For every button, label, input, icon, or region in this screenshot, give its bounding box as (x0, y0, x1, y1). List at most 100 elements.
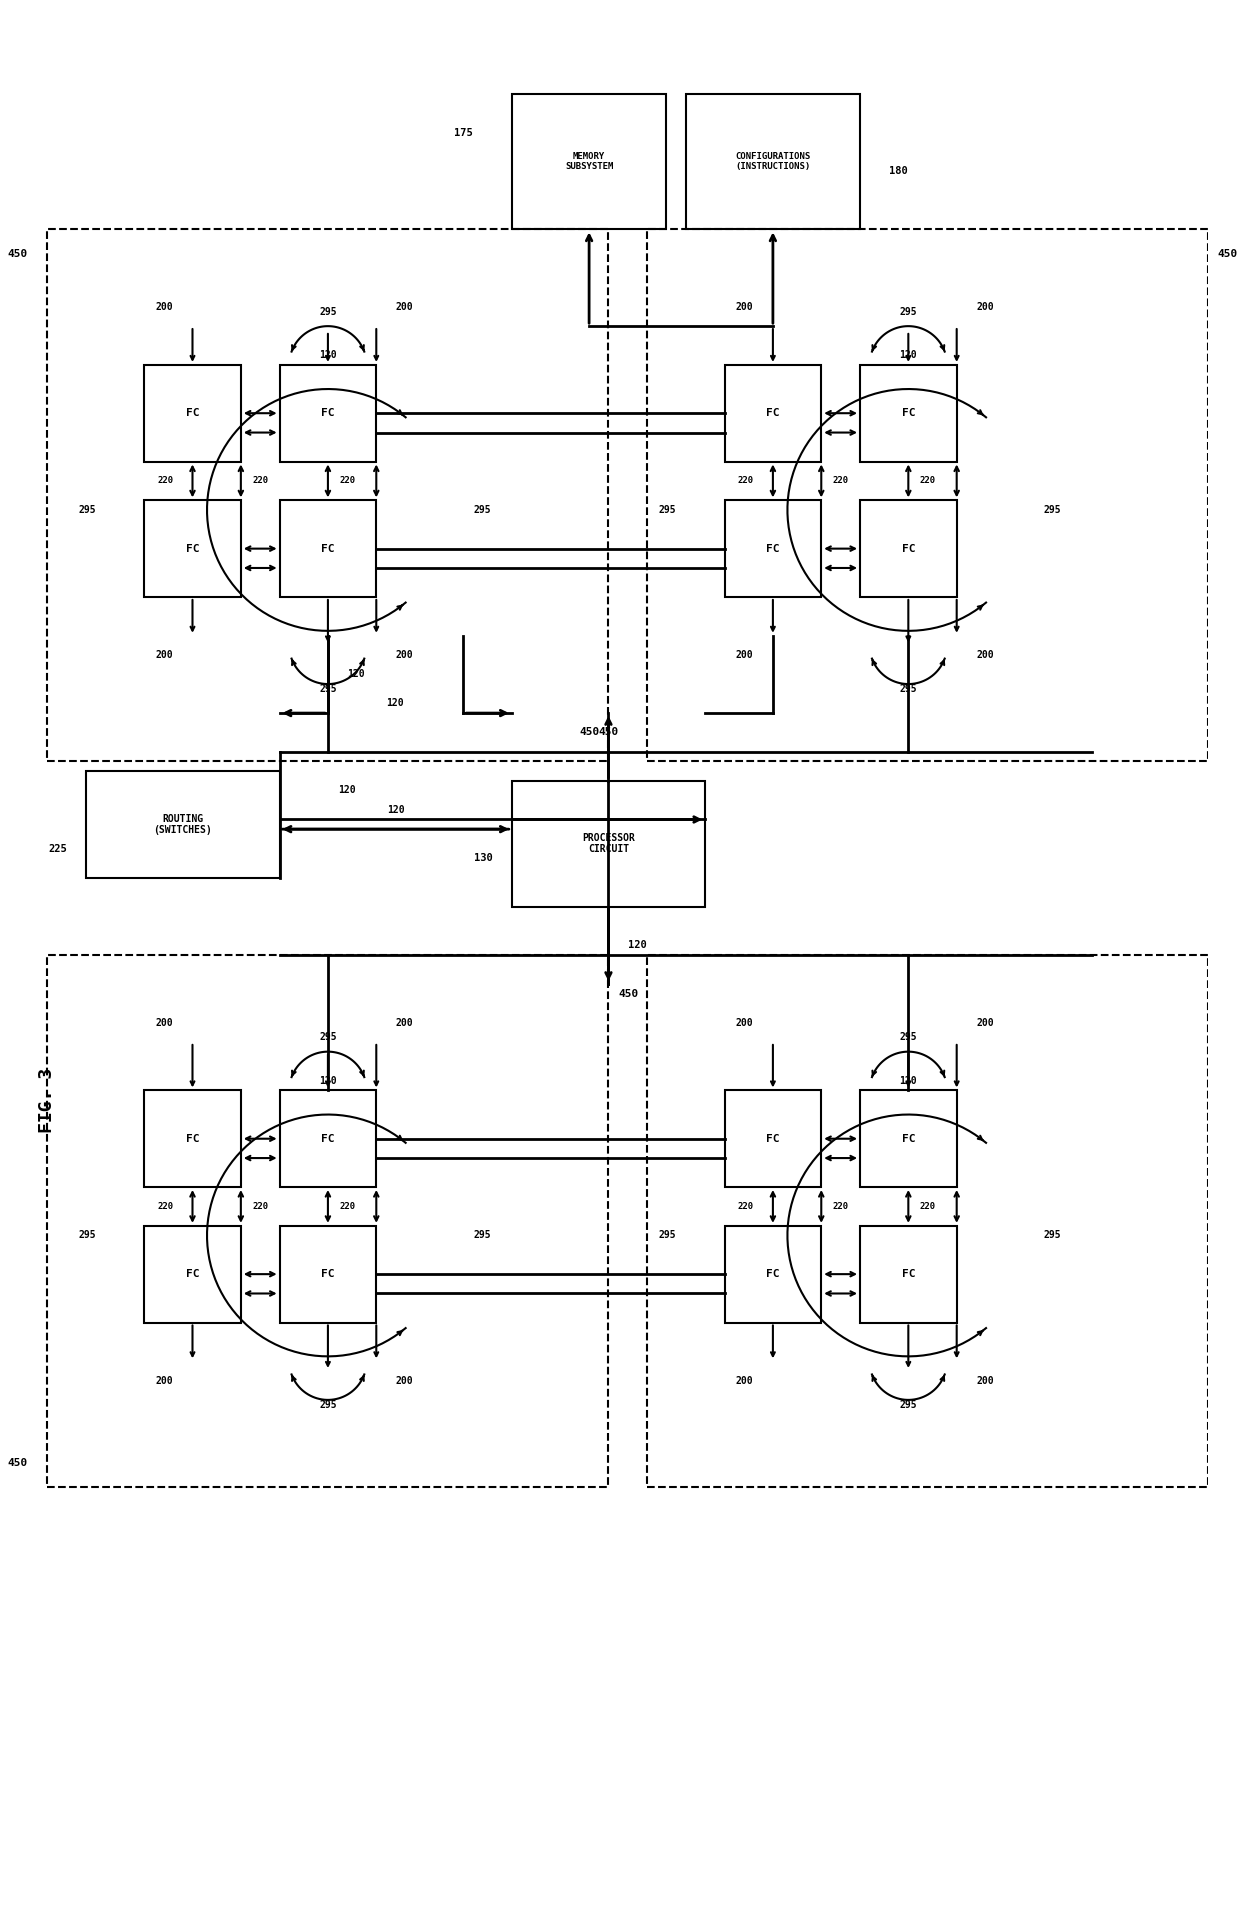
Text: 450: 450 (7, 1457, 29, 1467)
Text: 180: 180 (889, 166, 908, 177)
Text: 220: 220 (832, 476, 848, 486)
Text: 295: 295 (78, 1231, 95, 1240)
Text: 200: 200 (976, 301, 993, 312)
Text: FC: FC (766, 543, 780, 554)
Text: FIG. 3: FIG. 3 (37, 1067, 56, 1133)
Text: FC: FC (901, 1269, 915, 1278)
Bar (724, 1090, 821, 1187)
Text: 220: 220 (252, 476, 268, 486)
Text: 295: 295 (1044, 1231, 1061, 1240)
Text: FC: FC (766, 1269, 780, 1278)
Text: FC: FC (321, 543, 335, 554)
Bar (724, 501, 821, 596)
Bar (724, 366, 821, 461)
Text: 120: 120 (319, 351, 337, 360)
Text: 450: 450 (1218, 250, 1238, 259)
Bar (144, 1225, 241, 1322)
Text: FC: FC (901, 1133, 915, 1143)
Text: 295: 295 (899, 1400, 918, 1410)
Text: 120: 120 (387, 804, 404, 815)
Bar (861, 366, 957, 461)
Text: 175: 175 (454, 128, 472, 137)
Text: 220: 220 (738, 1202, 754, 1212)
Text: 120: 120 (339, 785, 356, 796)
Text: 295: 295 (472, 1231, 491, 1240)
Bar (861, 1225, 957, 1322)
Text: 295: 295 (899, 307, 918, 316)
Text: 220: 220 (920, 1202, 936, 1212)
Text: 220: 220 (738, 476, 754, 486)
Text: 200: 200 (396, 1017, 413, 1027)
Text: 295: 295 (658, 505, 676, 514)
Text: FC: FC (766, 1133, 780, 1143)
Text: 450: 450 (618, 989, 639, 998)
Bar (279, 1090, 376, 1187)
Text: 120: 120 (627, 941, 646, 951)
Text: ROUTING
(SWITCHES): ROUTING (SWITCHES) (154, 813, 212, 834)
Text: 200: 200 (396, 301, 413, 312)
Bar (512, 93, 666, 229)
Bar (144, 366, 241, 461)
Text: FC: FC (186, 1133, 200, 1143)
Text: 200: 200 (976, 1017, 993, 1027)
Bar (512, 781, 706, 907)
Bar (47, 954, 609, 1488)
Text: 220: 220 (920, 476, 936, 486)
Bar (144, 501, 241, 596)
Bar (724, 1225, 821, 1322)
Text: CONFIGURATIONS
(INSTRUCTIONS): CONFIGURATIONS (INSTRUCTIONS) (735, 152, 811, 171)
Text: 450: 450 (7, 250, 29, 259)
Text: 120: 120 (347, 669, 365, 680)
Text: 220: 220 (157, 476, 174, 486)
Text: FC: FC (901, 408, 915, 419)
Bar (686, 93, 861, 229)
Text: 450: 450 (599, 728, 619, 737)
Text: FC: FC (186, 408, 200, 419)
Bar (279, 1225, 376, 1322)
Text: 295: 295 (319, 1400, 337, 1410)
Text: 295: 295 (472, 505, 491, 514)
Text: 200: 200 (735, 1017, 754, 1027)
Bar (861, 501, 957, 596)
Text: 295: 295 (899, 1033, 918, 1042)
Text: 220: 220 (340, 476, 356, 486)
Text: 295: 295 (899, 684, 918, 693)
Text: 295: 295 (1044, 505, 1061, 514)
Text: MEMORY
SUBSYSTEM: MEMORY SUBSYSTEM (565, 152, 614, 171)
Text: 295: 295 (78, 505, 95, 514)
Bar (279, 366, 376, 461)
Text: FC: FC (321, 408, 335, 419)
Text: 120: 120 (899, 351, 918, 360)
Text: 295: 295 (319, 1033, 337, 1042)
Text: 200: 200 (976, 1375, 993, 1385)
Text: 220: 220 (157, 1202, 174, 1212)
Text: 130: 130 (474, 853, 492, 863)
Text: FC: FC (186, 1269, 200, 1278)
Text: 220: 220 (252, 1202, 268, 1212)
Text: 200: 200 (735, 1375, 754, 1385)
Bar (647, 229, 1208, 762)
Text: 220: 220 (832, 1202, 848, 1212)
Text: 295: 295 (319, 684, 337, 693)
Bar (861, 1090, 957, 1187)
Text: 200: 200 (396, 650, 413, 659)
Text: PROCESSOR
CIRCUIT: PROCESSOR CIRCUIT (582, 832, 635, 855)
Text: 225: 225 (48, 844, 67, 853)
Bar (86, 772, 279, 878)
Bar (647, 954, 1208, 1488)
Text: 450: 450 (579, 728, 600, 737)
Text: 200: 200 (155, 1017, 174, 1027)
Text: FC: FC (766, 408, 780, 419)
Text: 120: 120 (386, 699, 403, 709)
Text: 120: 120 (319, 1076, 337, 1086)
Text: 220: 220 (340, 1202, 356, 1212)
Text: FC: FC (321, 1133, 335, 1143)
Text: 295: 295 (319, 307, 337, 316)
Bar (279, 501, 376, 596)
Text: 200: 200 (155, 650, 174, 659)
Text: 295: 295 (658, 1231, 676, 1240)
Text: 120: 120 (899, 1076, 918, 1086)
Text: FC: FC (321, 1269, 335, 1278)
Bar (144, 1090, 241, 1187)
Text: FC: FC (901, 543, 915, 554)
